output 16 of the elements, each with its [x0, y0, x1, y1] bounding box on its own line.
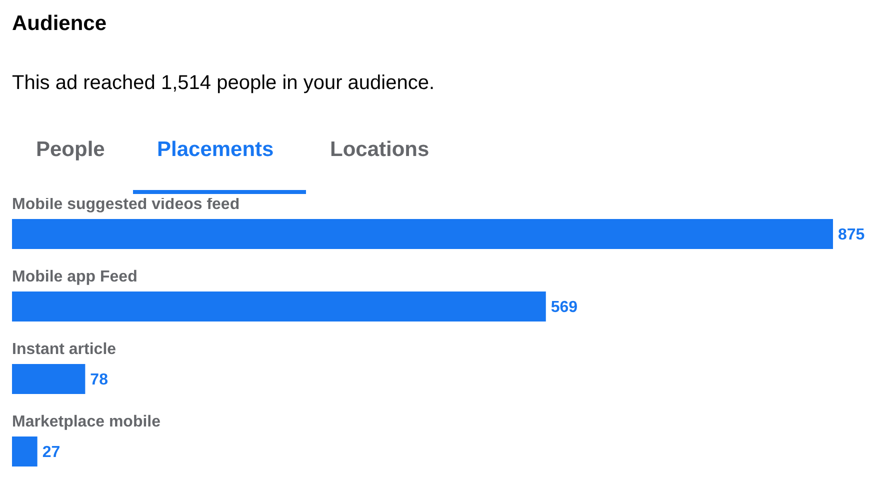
data-label: 569 — [550, 299, 578, 316]
bar — [12, 292, 546, 322]
y-tick-label: Mobile app Feed — [12, 268, 138, 286]
chart-title: Audience — [12, 12, 107, 36]
text: Locations — [330, 138, 430, 162]
chart-subtitle: This ad reached 1,514 people in your audience. — [12, 72, 435, 95]
data-label: 78 — [90, 372, 108, 389]
data-label: 27 — [42, 444, 60, 462]
text: People — [36, 138, 105, 162]
bar — [12, 436, 38, 466]
data-label: 875 — [838, 226, 865, 244]
y-tick-label: Marketplace mobile — [12, 414, 161, 430]
text: Placements — [157, 138, 274, 162]
bar — [12, 364, 86, 394]
y-tick-label: Instant article — [12, 341, 116, 358]
bar — [12, 219, 833, 249]
